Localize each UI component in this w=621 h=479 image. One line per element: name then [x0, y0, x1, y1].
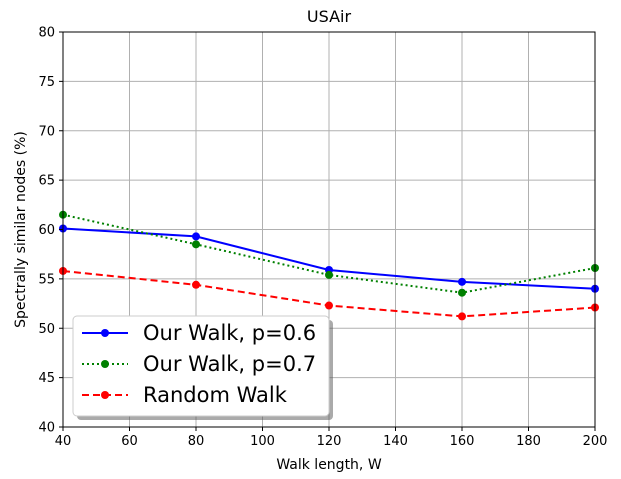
- x-tick-label: 100: [250, 434, 275, 449]
- legend: Our Walk, p=0.6 Our Walk, p=0.7 Random Wal…: [72, 315, 333, 420]
- data-point: [192, 232, 200, 241]
- y-tick-label: 55: [38, 272, 55, 287]
- y-tick-label: 65: [38, 174, 55, 189]
- y-tick-label: 60: [38, 223, 55, 238]
- y-tick-label: 75: [38, 75, 55, 90]
- x-tick-label: 140: [383, 434, 408, 449]
- legend-label: Our Walk, p=0.6: [143, 321, 316, 345]
- legend-entry: Our Walk, p=0.7: [82, 352, 316, 376]
- data-point: [325, 270, 333, 279]
- data-point: [325, 301, 333, 310]
- legend-label: Our Walk, p=0.7: [143, 352, 316, 376]
- x-tick-label: 180: [516, 434, 541, 449]
- x-axis-label: Walk length, W: [276, 457, 381, 473]
- y-tick-label: 50: [38, 322, 55, 337]
- series-line: [62, 213, 596, 294]
- x-tick-label: 60: [121, 434, 138, 449]
- x-tick-label: 120: [317, 434, 342, 449]
- series-3: [59, 266, 599, 321]
- data-point: [458, 277, 466, 286]
- y-tick-label: 45: [38, 371, 55, 386]
- data-point: [458, 288, 466, 297]
- series-layer: [59, 210, 599, 321]
- legend-box: [72, 315, 330, 417]
- legend-marker: [101, 329, 109, 337]
- data-point: [458, 312, 466, 321]
- legend-label: Random Walk: [143, 383, 288, 407]
- y-axis-label: Spectrally similar nodes (%): [13, 131, 29, 328]
- legend-entry: Our Walk, p=0.6: [82, 321, 316, 345]
- legend-entry: Random Walk: [82, 383, 288, 407]
- y-tick-label: 80: [38, 26, 55, 41]
- series-2: [59, 210, 599, 297]
- data-point: [192, 240, 200, 249]
- chart-title: USAir: [307, 7, 352, 26]
- x-tick-label: 160: [450, 434, 475, 449]
- y-axis-ticks: 40 45 50 55 60 65 70 75 80: [38, 26, 63, 436]
- y-tick-label: 40: [38, 421, 55, 436]
- legend-marker: [101, 391, 109, 399]
- x-tick-label: 80: [188, 434, 205, 449]
- x-tick-label: 40: [55, 434, 72, 449]
- y-tick-label: 70: [38, 124, 55, 139]
- data-point: [192, 280, 200, 289]
- legend-marker: [101, 360, 109, 368]
- x-tick-label: 200: [583, 434, 608, 449]
- x-axis-ticks: 40 60 80 100 120 140 160 180 200: [55, 427, 608, 449]
